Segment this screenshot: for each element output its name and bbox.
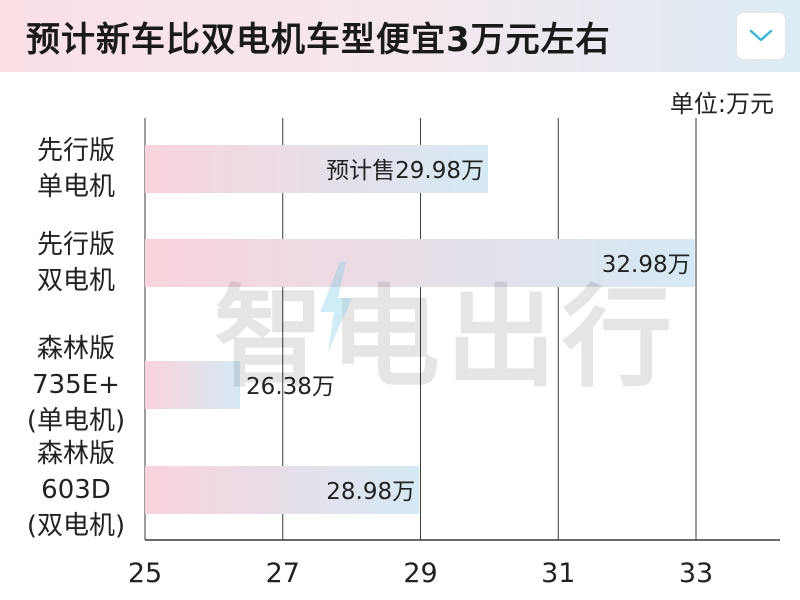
dropdown-button[interactable] [736, 12, 786, 60]
category-label-line: (单电机) [26, 406, 126, 436]
x-tick-label: 29 [403, 558, 437, 589]
bar [145, 466, 420, 514]
data-label: 28.98万 [326, 479, 415, 505]
category-label-line: 单电机 [36, 172, 115, 202]
category-label-line: 603D [41, 475, 111, 505]
data-label: 32.98万 [602, 252, 691, 278]
x-tick-label: 27 [266, 558, 300, 589]
category-label-line: 先行版 [36, 230, 115, 260]
category-label: 先行版 双电机 [6, 227, 146, 299]
x-tick-label: 33 [679, 558, 713, 589]
data-label: 预计售29.98万 [326, 158, 484, 184]
category-label-line: 735E+ [32, 370, 120, 400]
x-tick-label: 31 [541, 558, 575, 589]
bar [145, 361, 241, 409]
header-bar: 预计新车比双电机车型便宜3万元左右 [0, 0, 800, 72]
category-label-line: 先行版 [36, 136, 115, 166]
category-label-line: 双电机 [36, 266, 115, 296]
page-title: 预计新车比双电机车型便宜3万元左右 [26, 20, 611, 60]
unit-label: 单位:万元 [669, 90, 774, 118]
category-label-line: 森林版 [36, 439, 115, 469]
lightning-bolt-icon [320, 262, 352, 352]
chevron-down-icon [749, 29, 773, 42]
category-label: 森林版 735E+ (单电机) [6, 331, 146, 439]
category-label: 先行版 单电机 [6, 133, 146, 205]
bar [145, 145, 488, 193]
bar [145, 239, 695, 287]
watermark-text: 智电出行 [214, 274, 678, 402]
category-label-line: 森林版 [36, 334, 115, 364]
category-label-line: (双电机) [26, 511, 126, 541]
x-tick-label: 25 [128, 558, 162, 589]
category-label: 森林版 603D (双电机) [6, 436, 146, 544]
data-label: 26.38万 [246, 374, 335, 400]
